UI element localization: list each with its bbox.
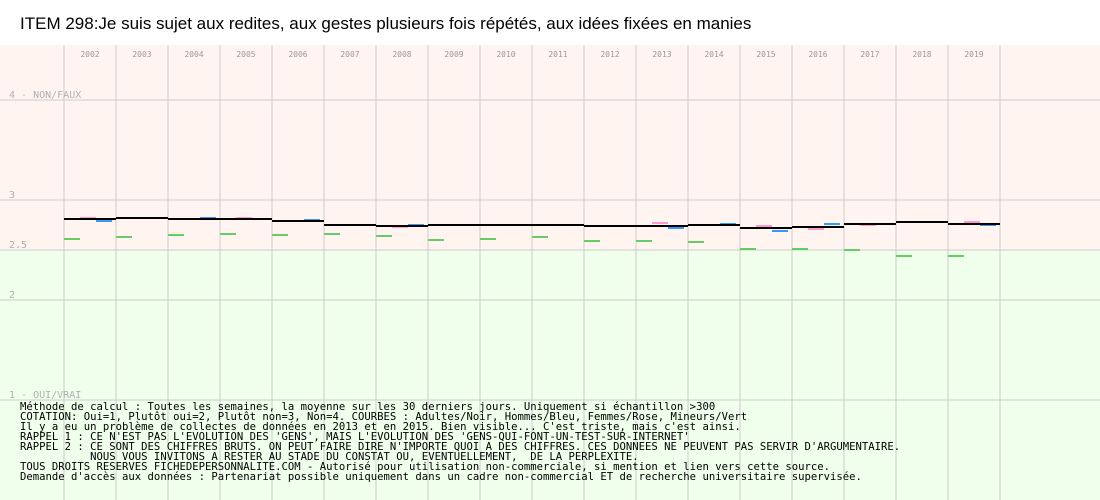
x-tick-label: 2019 <box>964 50 983 59</box>
x-tick-label: 2006 <box>288 50 307 59</box>
note-collection-problem: Il y a eu un problème de collectes de do… <box>20 421 741 433</box>
x-tick-label: 2017 <box>860 50 879 59</box>
x-tick-label: 2010 <box>496 50 515 59</box>
y-tick-label: 2 <box>9 290 15 301</box>
y-axis-labels: 4 - NON/FAUX 3 2.5 2 1 - OUI/VRAI <box>9 90 81 401</box>
year-labels: 2002 2003 2004 2005 2006 2007 2008 2009 2010 2011… <box>80 50 983 59</box>
x-tick-label: 2016 <box>808 50 827 59</box>
y-tick-label: 2.5 <box>9 240 27 251</box>
y-tick-label: 4 - NON/FAUX <box>9 90 81 101</box>
x-tick-label: 2003 <box>132 50 151 59</box>
chart-title: ITEM 298:Je suis sujet aux redites, aux … <box>20 14 751 33</box>
x-tick-label: 2009 <box>444 50 463 59</box>
grid <box>0 45 1100 500</box>
x-tick-label: 2002 <box>80 50 99 59</box>
note-method: Méthode de calcul : Toutes les semaines,… <box>20 401 716 413</box>
notes-block: Méthode de calcul : Toutes les semaines,… <box>20 401 901 483</box>
note-reminder-1: RAPPEL 1 : CE N'EST PAS L'EVOLUTION DES … <box>20 431 690 443</box>
note-reminder-2-continued: NOUS VOUS INVITONS A RESTER AU STADE DU … <box>20 451 639 463</box>
x-tick-label: 2011 <box>548 50 567 59</box>
note-data-access: Demande d'accès aux données : Partenaria… <box>20 471 862 483</box>
x-tick-label: 2007 <box>340 50 359 59</box>
note-copyright: TOUS DROITS RESERVES FICHEDEPERSONNALITE… <box>20 461 831 473</box>
upper-zone-background <box>0 45 1100 250</box>
x-tick-label: 2014 <box>704 50 723 59</box>
x-tick-label: 2008 <box>392 50 411 59</box>
x-tick-label: 2013 <box>652 50 671 59</box>
x-tick-label: 2015 <box>756 50 775 59</box>
x-tick-label: 2004 <box>184 50 203 59</box>
note-cotation: COTATION: Oui=1, Plutôt oui=2, Plutôt no… <box>20 411 748 423</box>
x-tick-label: 2012 <box>600 50 619 59</box>
series-marks <box>64 217 1000 257</box>
note-reminder-2: RAPPEL 2 : CE SONT DES CHIFFRES BRUTS. O… <box>20 441 901 453</box>
x-tick-label: 2018 <box>912 50 931 59</box>
x-tick-label: 2005 <box>236 50 255 59</box>
y-tick-label: 1 - OUI/VRAI <box>9 390 81 401</box>
lower-zone-background <box>0 250 1100 500</box>
y-tick-label: 3 <box>9 190 15 201</box>
